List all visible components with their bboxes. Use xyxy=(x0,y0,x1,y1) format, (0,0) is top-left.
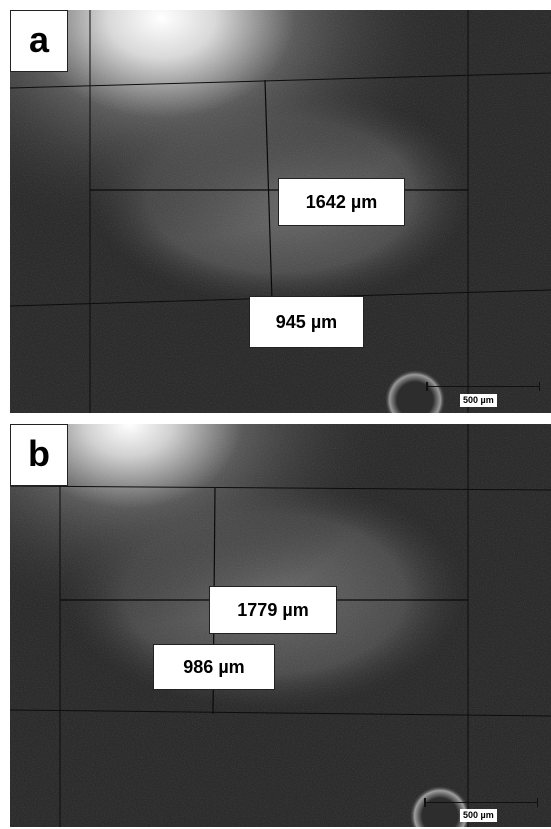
scale-bar-label-a: 500 µm xyxy=(460,394,497,407)
micrograph-panel-b: b 1779 µm 986 µm 500 µm xyxy=(10,424,551,827)
micrograph-panel-a: a 1642 µm 945 µm 500 µm xyxy=(10,10,551,413)
scale-bar-b xyxy=(424,798,538,811)
scale-bar-label-b: 500 µm xyxy=(460,809,497,822)
micrograph-image-b xyxy=(10,424,551,827)
length-measurement-b: 1779 µm xyxy=(209,586,337,634)
width-measurement-a: 945 µm xyxy=(249,296,364,348)
panel-label-a: a xyxy=(10,10,68,72)
panel-label-b: b xyxy=(10,424,68,486)
width-measurement-b: 986 µm xyxy=(153,644,275,690)
scale-bar-a xyxy=(426,382,540,395)
length-measurement-a: 1642 µm xyxy=(278,178,405,226)
